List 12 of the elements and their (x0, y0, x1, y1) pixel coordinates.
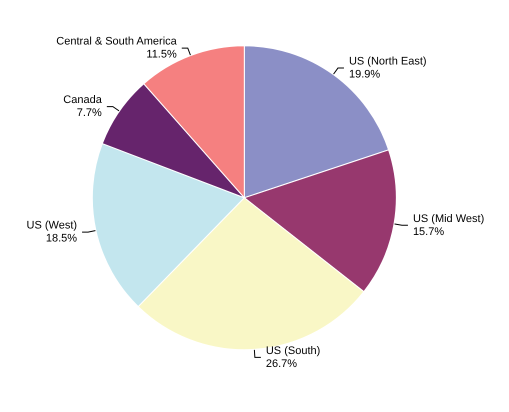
data-label: 7.7% (76, 107, 102, 120)
slice-label: US (South) (266, 344, 320, 357)
data-label: 11.5% (146, 48, 177, 61)
data-label: 19.9% (348, 68, 380, 81)
data-label: 15.7% (412, 226, 444, 238)
slice-label: US (North East) (348, 56, 427, 68)
slice-label: Canada (63, 94, 103, 106)
slice-label: Central & South America (56, 36, 178, 48)
data-label: 26.7% (266, 358, 298, 370)
slice-label: US (West) (26, 220, 78, 232)
data-label: 18.5% (46, 232, 78, 245)
slice-label: US (Mid West) (412, 212, 484, 225)
